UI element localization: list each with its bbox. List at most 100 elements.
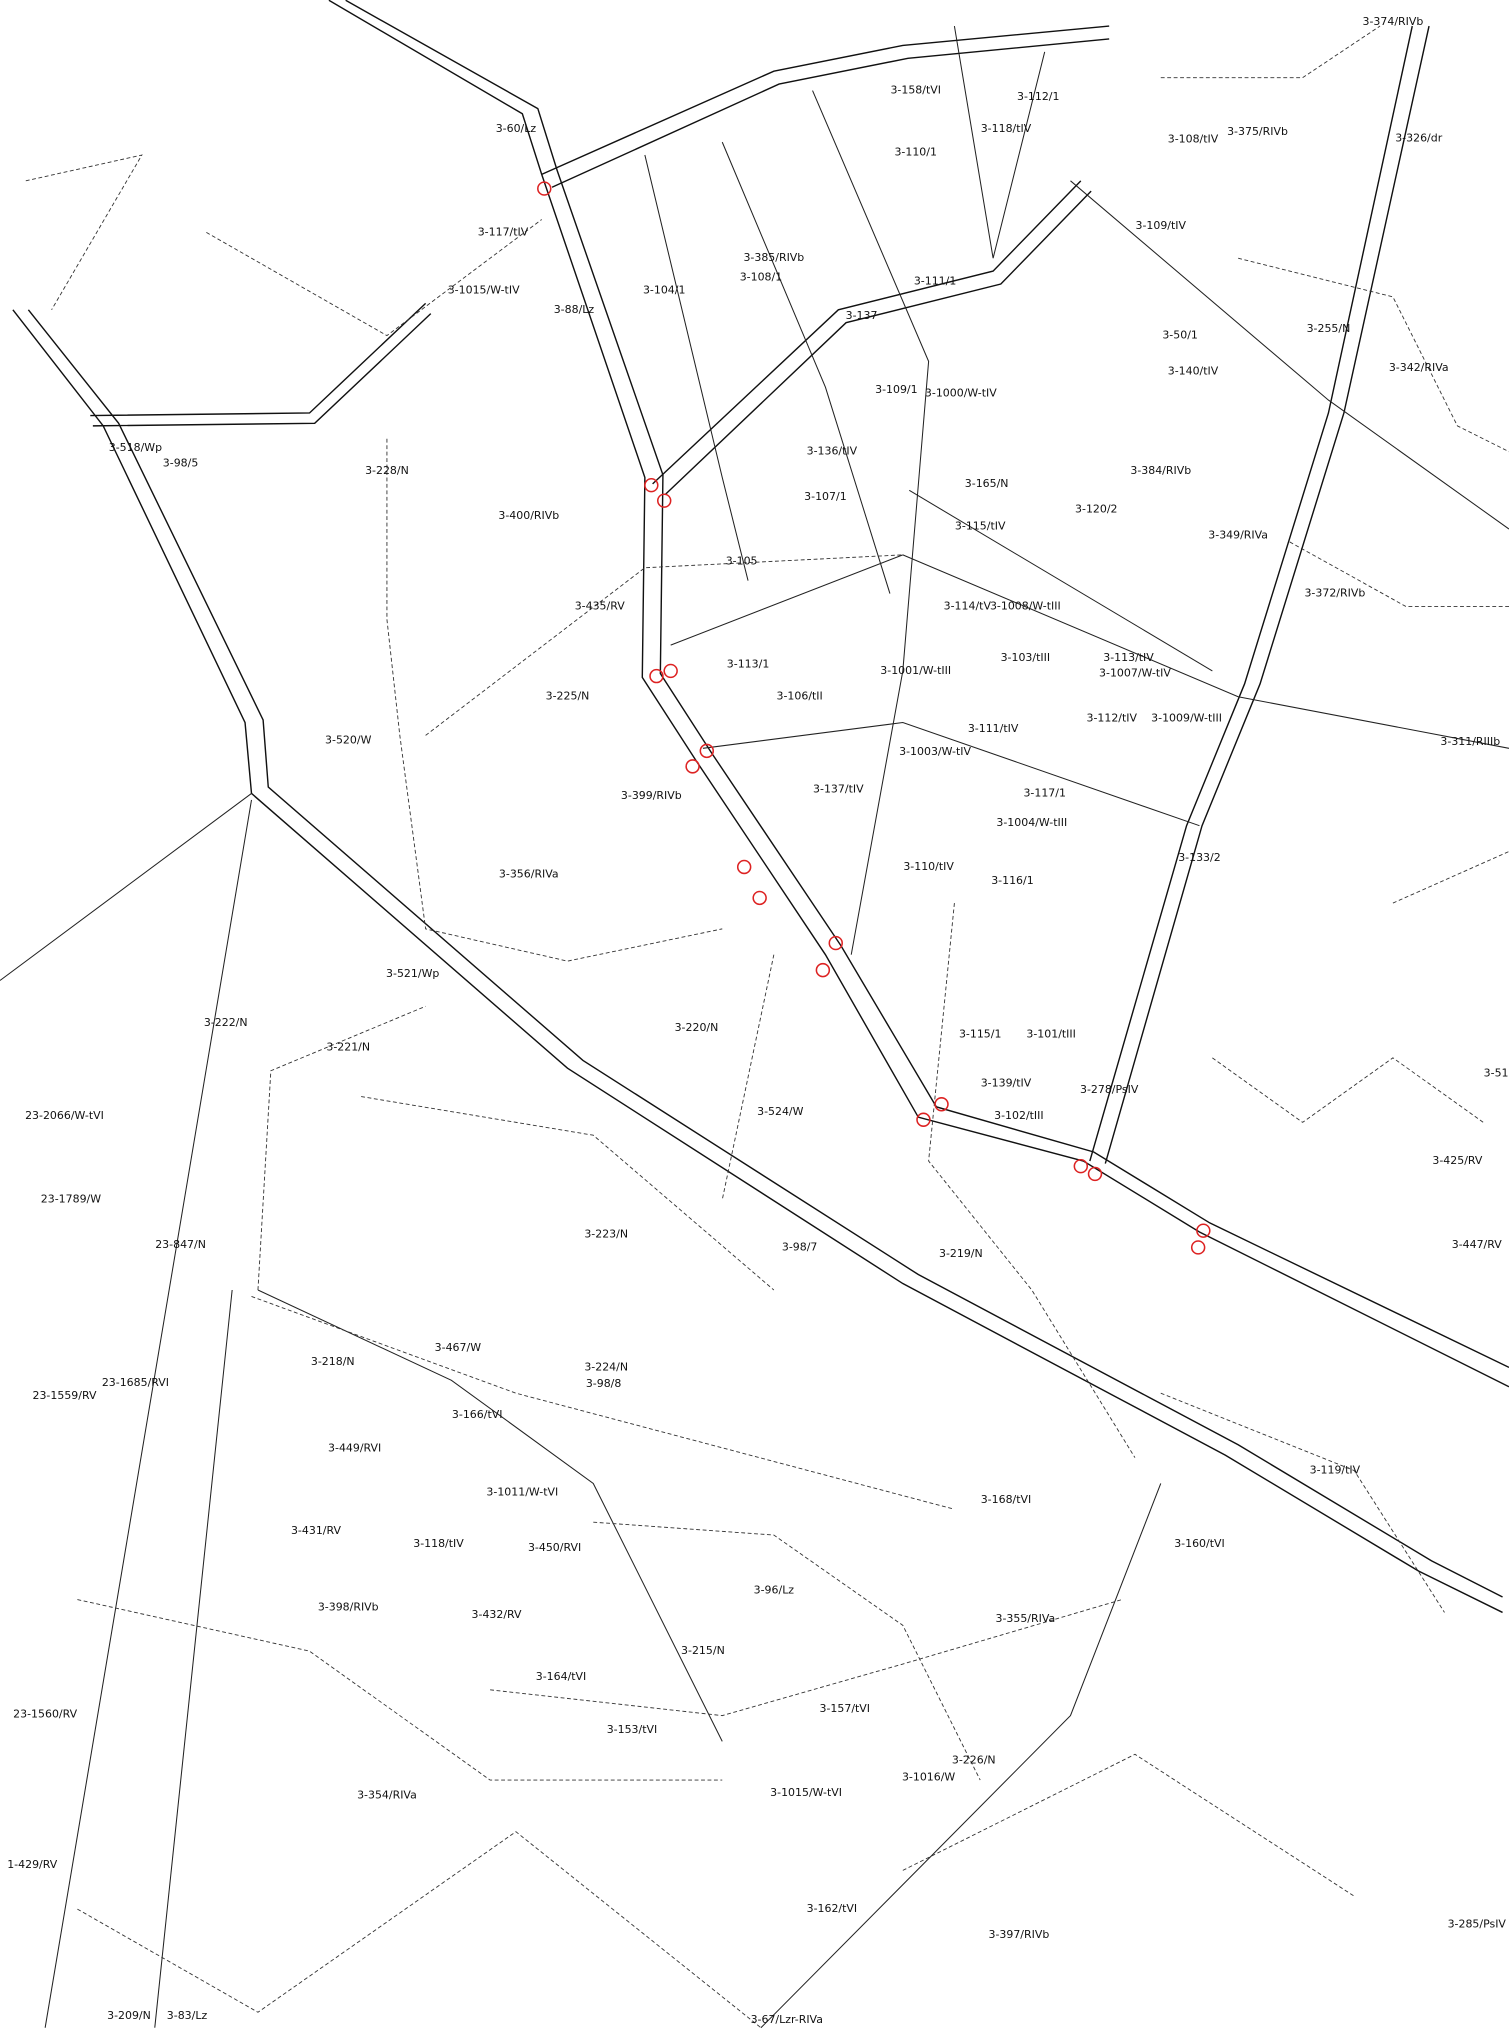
parcel-label: 3-226/N xyxy=(952,1754,996,1767)
parcel-label: 3-110/tIV xyxy=(903,860,954,873)
parcel-label: 3-104/1 xyxy=(643,283,686,296)
parcel-label: 3-139/tIV xyxy=(981,1077,1032,1090)
parcel-label: 3-116/1 xyxy=(991,874,1033,887)
parcel-label: 3-51 xyxy=(1484,1066,1509,1079)
parcel-label: 3-112/1 xyxy=(1017,90,1059,103)
parcel-label: 3-224/N xyxy=(584,1360,628,1373)
parcel-label: 3-375/RIVb xyxy=(1227,125,1288,138)
parcel-label: 3-103/tIII xyxy=(1001,651,1051,664)
parcel-label: 3-115/tIV xyxy=(955,519,1006,532)
parcel-label: 3-113/1 xyxy=(727,657,770,670)
parcel-label: 3-1015/W-tVI xyxy=(770,1786,842,1799)
parcel-label: 3-520/W xyxy=(325,734,372,747)
parcel-label: 3-372/RIVb xyxy=(1304,587,1365,600)
parcel-label: 3-399/RIVb xyxy=(621,789,682,802)
parcel-label: 3-397/RIVb xyxy=(988,1928,1049,1941)
parcel-label: 3-162/tVI xyxy=(807,1902,858,1915)
parcel-label: 3-108/1 xyxy=(740,271,783,284)
parcel-label: 3-160/tVI xyxy=(1174,1537,1225,1550)
parcel-label: 3-117/1 xyxy=(1023,786,1065,799)
parcel-label: 3-119/tIV xyxy=(1310,1464,1361,1477)
parcel-label: 3-1004/W-tIII xyxy=(996,816,1067,829)
parcel-label: 3-356/RIVa xyxy=(499,868,559,881)
parcel-label: 3-102/tIII xyxy=(994,1109,1044,1122)
parcel-label: 3-326/dr xyxy=(1395,131,1442,144)
parcel-label: 3-222/N xyxy=(204,1016,248,1029)
parcel-label: 23-1559/RV xyxy=(33,1389,97,1402)
parcel-label: 3-168/tVI xyxy=(981,1493,1032,1506)
parcel-label: 3-133/2 xyxy=(1178,851,1220,864)
parcel-label: 3-120/2 xyxy=(1075,503,1117,516)
parcel-label: 3-400/RIVb xyxy=(498,509,559,522)
parcel-label: 3-311/RIIIb xyxy=(1440,735,1500,748)
parcel-label: 3-96/Lz xyxy=(754,1584,795,1597)
parcel-label: 23-847/N xyxy=(155,1238,206,1251)
parcel-label: 3-219/N xyxy=(939,1247,983,1260)
parcel-label: 23-1560/RV xyxy=(13,1707,77,1720)
parcel-label: 3-1009/W-tIII xyxy=(1151,712,1222,725)
parcel-label: 3-109/tIV xyxy=(1135,219,1186,232)
parcel-label: 23-1685/RVI xyxy=(102,1376,169,1389)
parcel-label: 3-153/tVI xyxy=(607,1723,658,1736)
parcel-label: 3-157/tVI xyxy=(820,1702,871,1715)
parcel-label: 1-429/RV xyxy=(7,1858,58,1871)
parcel-label: 3-115/1 xyxy=(959,1028,1002,1041)
parcel-label: 3-255/N xyxy=(1307,322,1351,335)
parcel-label: 23-2066/W-tVI xyxy=(25,1109,104,1122)
parcel-label: 3-354/RIVa xyxy=(357,1789,417,1802)
parcel-label: 3-111/tIV xyxy=(968,722,1019,735)
parcel-label: 3-101/tIII xyxy=(1026,1028,1076,1041)
parcel-label: 3-447/RV xyxy=(1452,1238,1503,1251)
parcel-label: 3-117/tIV xyxy=(478,225,529,238)
parcel-label: 3-218/N xyxy=(311,1355,355,1368)
parcel-label: 3-109/1 xyxy=(875,383,917,396)
parcel-labels: 3-60/Lz3-117/tIV3-1015/W-tIV3-88/Lz3-104… xyxy=(7,15,1508,2026)
parcel-label: 3-450/RVI xyxy=(528,1541,581,1554)
parcel-label: 3-60/Lz xyxy=(496,122,537,135)
parcel-label: 3-432/RV xyxy=(472,1608,523,1621)
parcel-label: 3-98/8 xyxy=(586,1377,622,1390)
parcel-label: 3-228/N xyxy=(365,464,409,477)
parcel-label: 3-114/tV xyxy=(944,599,992,612)
page: {"parcels":["3-60/Lz","3-117/tIV","3-101… xyxy=(0,0,1509,2028)
parcel-label: 3-137/tIV xyxy=(813,783,864,796)
parcel-label: 3-225/N xyxy=(546,690,590,703)
parcel-label: 3-221/N xyxy=(326,1041,370,1054)
parcel-label: 3-107/1 xyxy=(804,490,847,503)
parcel-label: 3-158/tVI xyxy=(890,84,941,97)
parcel-label: 3-349/RIVa xyxy=(1208,529,1268,542)
parcel-label: 3-1011/W-tVI xyxy=(486,1485,558,1498)
parcel-label: 3-398/RIVb xyxy=(318,1600,379,1613)
parcel-label: 3-385/RIVb xyxy=(743,251,804,264)
parcel-label: 3-223/N xyxy=(584,1228,628,1241)
parcel-label: 3-110/1 xyxy=(894,145,937,158)
parcel-label: 3-118/tIV xyxy=(413,1537,464,1550)
parcel-label: 3-1016/W xyxy=(902,1771,955,1784)
parcel-label: 3-98/7 xyxy=(782,1240,818,1253)
parcel-label: 3-278/PsIV xyxy=(1080,1083,1139,1096)
parcel-label: 3-88/Lz xyxy=(554,303,595,316)
parcel-label: 3-137 xyxy=(846,309,878,322)
parcel-label: 3-98/5 xyxy=(163,456,199,469)
roads xyxy=(13,0,1509,1612)
parcel-label: 3-342/RIVa xyxy=(1389,361,1449,374)
parcel-label: 3-431/RV xyxy=(291,1524,342,1537)
parcel-label: 3-136/tIV xyxy=(807,445,858,458)
parcel-label: 3-467/W xyxy=(435,1341,482,1354)
parcel-label: 3-105 xyxy=(726,554,758,567)
parcel-label: 3-1007/W-tIV xyxy=(1099,667,1171,680)
parcel-label: 3-374/RIVb xyxy=(1363,15,1424,28)
parcel-label: 3-524/W xyxy=(757,1105,804,1118)
parcel-label: 3-209/N xyxy=(107,2009,151,2022)
parcel-label: 3-140/tIV xyxy=(1168,365,1219,378)
parcel-label: 3-220/N xyxy=(675,1021,719,1034)
parcel-label: 3-50/1 xyxy=(1162,329,1198,342)
parcel-label: 23-1789/W xyxy=(41,1193,101,1206)
parcel-label: 3-521/Wp xyxy=(386,967,439,980)
parcel-label: 3-285/PsIV xyxy=(1448,1918,1507,1931)
parcel-label: 3-518/Wp xyxy=(109,441,162,454)
parcel-label: 3-118/tIV xyxy=(981,122,1032,135)
parcel-label: 3-1000/W-tIV xyxy=(925,387,997,400)
parcel-label: 3-215/N xyxy=(681,1644,725,1657)
parcel-label: 3-384/RIVb xyxy=(1130,464,1191,477)
